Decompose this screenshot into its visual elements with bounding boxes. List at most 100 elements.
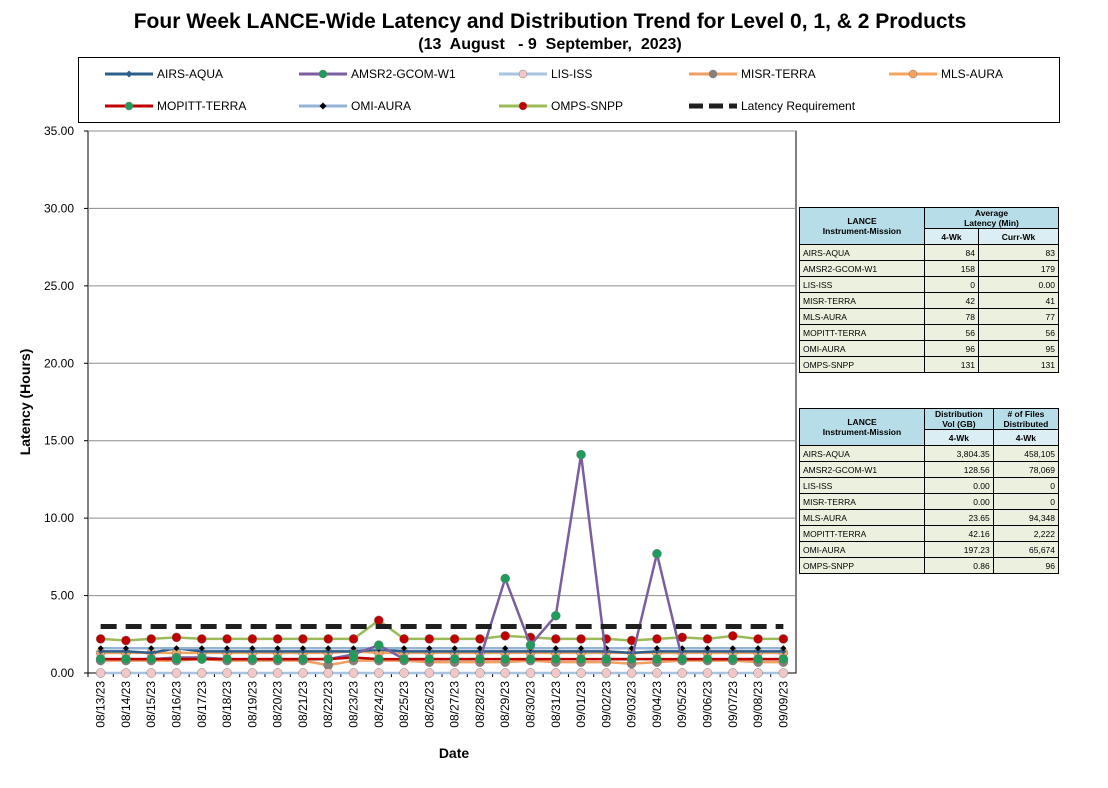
data-point-airs-aqua <box>224 648 231 655</box>
legend-swatch <box>889 69 937 79</box>
latency-table-row: OMI-AURA 96 95 <box>799 340 1060 357</box>
latency-table-row: MLS-AURA 78 77 <box>799 308 1060 325</box>
data-point-omps-snpp <box>677 632 687 643</box>
data-point-mopitt-terra <box>601 654 612 664</box>
data-point-omi-aura <box>299 645 306 652</box>
data-point-omps-snpp <box>728 631 738 641</box>
series-line-mopitt-terra <box>100 656 784 661</box>
x-tick-label: 09/04/23 <box>650 681 664 728</box>
distribution-table-cell-files: 96 <box>992 557 1060 574</box>
legend-label: OMPS-SNPP <box>551 99 624 113</box>
distribution-table-cell-files: 94,348 <box>992 509 1060 526</box>
data-point-airs-aqua <box>653 648 660 655</box>
data-point-lis-iss <box>728 668 738 678</box>
x-tick-label: 09/08/23 <box>751 681 765 728</box>
data-point-omi-aura <box>249 645 256 652</box>
data-point-mopitt-terra <box>702 654 713 664</box>
data-point-lis-iss <box>374 668 384 678</box>
x-tick-label: 08/19/23 <box>245 681 259 728</box>
data-point-mopitt-terra <box>95 654 106 664</box>
series-line-airs-aqua <box>100 646 784 655</box>
data-point-mopitt-terra <box>475 654 485 664</box>
x-tick-label: 08/23/23 <box>347 681 361 728</box>
data-point-airs-aqua <box>502 648 509 655</box>
latency-table-cell-instrument: OMPS-SNPP <box>799 356 925 373</box>
x-tick-label: 08/25/23 <box>397 681 411 728</box>
data-point-mopitt-terra <box>551 654 561 664</box>
legend-swatch <box>105 101 153 111</box>
distribution-table-cell-vol: 0.00 <box>924 477 994 494</box>
data-point-airs-aqua <box>527 648 534 655</box>
table1-col-latency-header: Average Latency (Min) <box>924 207 1059 229</box>
data-point-mopitt-terra <box>272 654 283 664</box>
y-tick-label: 0.00 <box>51 666 75 680</box>
legend-marker <box>518 69 528 79</box>
distribution-table-cell-vol: 42.16 <box>924 525 994 542</box>
legend-swatch <box>499 101 547 111</box>
data-point-omps-snpp <box>197 634 207 644</box>
data-point-omi-aura <box>451 645 458 652</box>
data-point-lis-iss <box>171 668 182 678</box>
data-point-omi-aura <box>274 645 281 652</box>
legend-swatch <box>299 102 347 110</box>
data-point-lis-iss <box>247 668 258 678</box>
latency-table-cell-wk4: 158 <box>924 260 979 277</box>
data-point-lis-iss <box>702 668 713 678</box>
distribution-table-cell-instrument: MISR-TERRA <box>799 493 925 510</box>
distribution-table-cell-vol: 0.00 <box>924 493 994 510</box>
x-tick-label: 09/09/23 <box>776 681 790 728</box>
data-point-omi-aura <box>401 645 408 652</box>
y-tick-label: 15.00 <box>44 434 74 448</box>
legend-swatch <box>689 103 737 109</box>
data-point-mopitt-terra <box>374 654 384 664</box>
data-point-mopitt-terra <box>449 654 460 664</box>
data-point-omi-aura <box>148 645 155 652</box>
data-point-omps-snpp <box>222 634 232 644</box>
data-point-omi-aura <box>552 645 559 652</box>
data-point-omps-snpp <box>576 634 586 644</box>
data-point-omi-aura <box>729 645 736 652</box>
data-point-mopitt-terra <box>298 654 308 664</box>
legend-swatch <box>499 69 547 79</box>
table2-col-files-header: # of Files Distributed <box>992 408 1060 430</box>
chart-legend: AIRS-AQUA AMSR2-GCOM-W1 LIS-ISS MISR-TERRA M… <box>78 57 1060 123</box>
data-point-lis-iss <box>424 668 435 678</box>
data-point-lis-iss <box>475 668 485 678</box>
table2-col-volume-header: Distribution Vol (GB) <box>924 408 994 430</box>
data-point-omi-aura <box>653 645 660 652</box>
x-tick-label: 08/15/23 <box>144 681 158 728</box>
distribution-table-cell-instrument: LIS-ISS <box>799 477 925 494</box>
latency-table-cell-wk4: 131 <box>924 356 979 373</box>
data-point-omi-aura <box>502 645 509 652</box>
data-point-mopitt-terra <box>247 654 258 664</box>
table1-sub-4wk: 4-Wk <box>924 228 979 245</box>
data-point-airs-aqua <box>97 648 104 655</box>
x-tick-label: 09/03/23 <box>625 681 639 728</box>
legend-marker <box>318 69 328 79</box>
plot-area <box>87 130 797 674</box>
distribution-table-cell-instrument: OMPS-SNPP <box>799 557 925 574</box>
legend-label: OMI-AURA <box>351 99 411 113</box>
x-tick-label: 08/26/23 <box>422 681 436 728</box>
data-point-airs-aqua <box>729 648 736 655</box>
data-point-mopitt-terra <box>222 654 232 664</box>
data-point-mopitt-terra <box>146 654 156 664</box>
data-point-amsr2-gcom-w1 <box>374 640 384 650</box>
distribution-table-cell-instrument: AMSR2-GCOM-W1 <box>799 461 925 478</box>
legend-marker <box>908 69 918 79</box>
data-point-mopitt-terra <box>728 654 738 664</box>
latency-table-row: MISR-TERRA 42 41 <box>799 292 1060 309</box>
data-point-omi-aura <box>476 645 483 652</box>
latency-table-row: OMPS-SNPP 131 131 <box>799 356 1060 373</box>
x-tick-label: 09/01/23 <box>574 681 588 728</box>
distribution-table-cell-vol: 23.65 <box>924 509 994 526</box>
data-point-omps-snpp <box>399 634 409 644</box>
table1-sub-curr: Curr-Wk <box>977 228 1060 245</box>
data-point-mopitt-terra <box>323 654 333 664</box>
distribution-table-row: MLS-AURA 23.65 94,348 <box>799 509 1060 526</box>
data-point-omps-snpp <box>424 634 435 644</box>
data-point-airs-aqua <box>122 648 129 655</box>
distribution-table-row: MISR-TERRA 0.00 0 <box>799 493 1060 510</box>
distribution-table-cell-instrument: MLS-AURA <box>799 509 925 526</box>
data-point-omps-snpp <box>652 634 662 644</box>
